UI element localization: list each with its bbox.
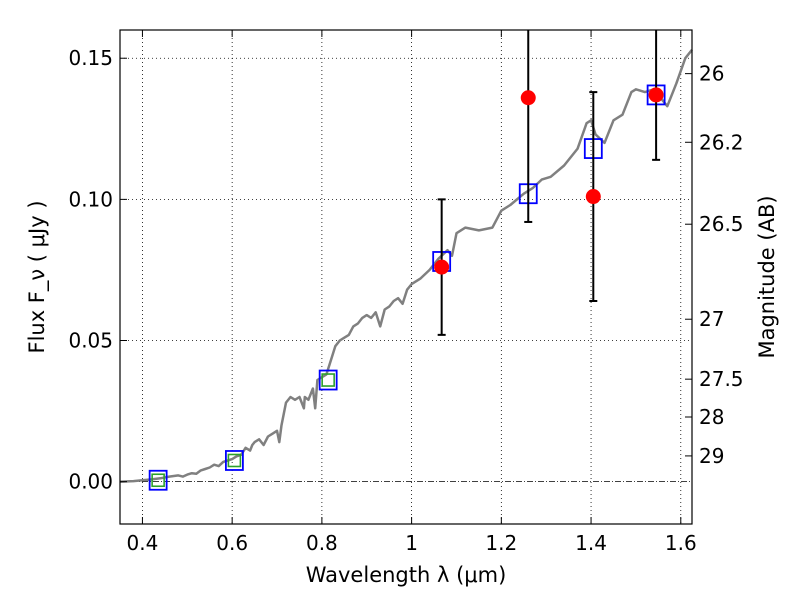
y-tick-label: 0.10 <box>68 187 113 211</box>
observed-point <box>585 189 601 205</box>
green-box <box>227 453 242 468</box>
right-tick-label: 29 <box>699 444 724 468</box>
error-bars <box>437 30 661 336</box>
x-tick-label: 0.6 <box>216 531 248 555</box>
y-tick-label: 0.00 <box>68 470 113 494</box>
green-box <box>151 473 165 488</box>
y-tick-label: 0.15 <box>68 46 113 70</box>
y-tick-label: 0.05 <box>68 329 113 353</box>
y-axis-ticks: 0.00 0.05 0.10 0.15 <box>68 46 127 494</box>
right-axis-label: Magnitude (AB) <box>755 195 779 358</box>
x-tick-label: 0.8 <box>306 531 338 555</box>
right-axis-ticks: 26 26.2 26.5 27 27.5 28 29 <box>685 62 744 468</box>
right-tick-label: 28 <box>699 405 724 429</box>
plot-frame <box>119 29 693 525</box>
x-tick-label: 1 <box>405 531 418 555</box>
green-boxes <box>151 373 335 488</box>
x-tick-label: 0.4 <box>127 531 159 555</box>
model-spectrum-line <box>119 49 693 483</box>
observed-points <box>434 87 664 275</box>
model-box <box>318 369 338 391</box>
observed-point <box>648 87 664 103</box>
right-tick-label: 26.2 <box>699 130 744 154</box>
right-tick-label: 26.5 <box>699 212 744 236</box>
x-tick-label: 1.4 <box>575 531 607 555</box>
green-box <box>321 373 335 387</box>
observed-point <box>434 259 450 275</box>
x-axis-label: Wavelength λ (μm) <box>306 563 507 587</box>
right-tick-label: 27 <box>699 307 724 331</box>
x-tick-label: 1.6 <box>665 531 697 555</box>
right-tick-label: 27.5 <box>699 367 744 391</box>
right-tick-label: 26 <box>699 62 724 86</box>
model-box <box>224 450 244 471</box>
model-box <box>148 469 168 491</box>
model-boxes <box>148 84 666 491</box>
x-axis-ticks: 0.4 0.6 0.8 1 1.2 1.4 1.6 <box>127 30 697 555</box>
x-tick-label: 1.2 <box>485 531 517 555</box>
y-axis-label: Flux F_ν ( μJy ) <box>25 200 50 353</box>
model-spectrum <box>119 49 693 483</box>
grid-lines <box>120 30 692 524</box>
observed-point <box>520 90 536 106</box>
